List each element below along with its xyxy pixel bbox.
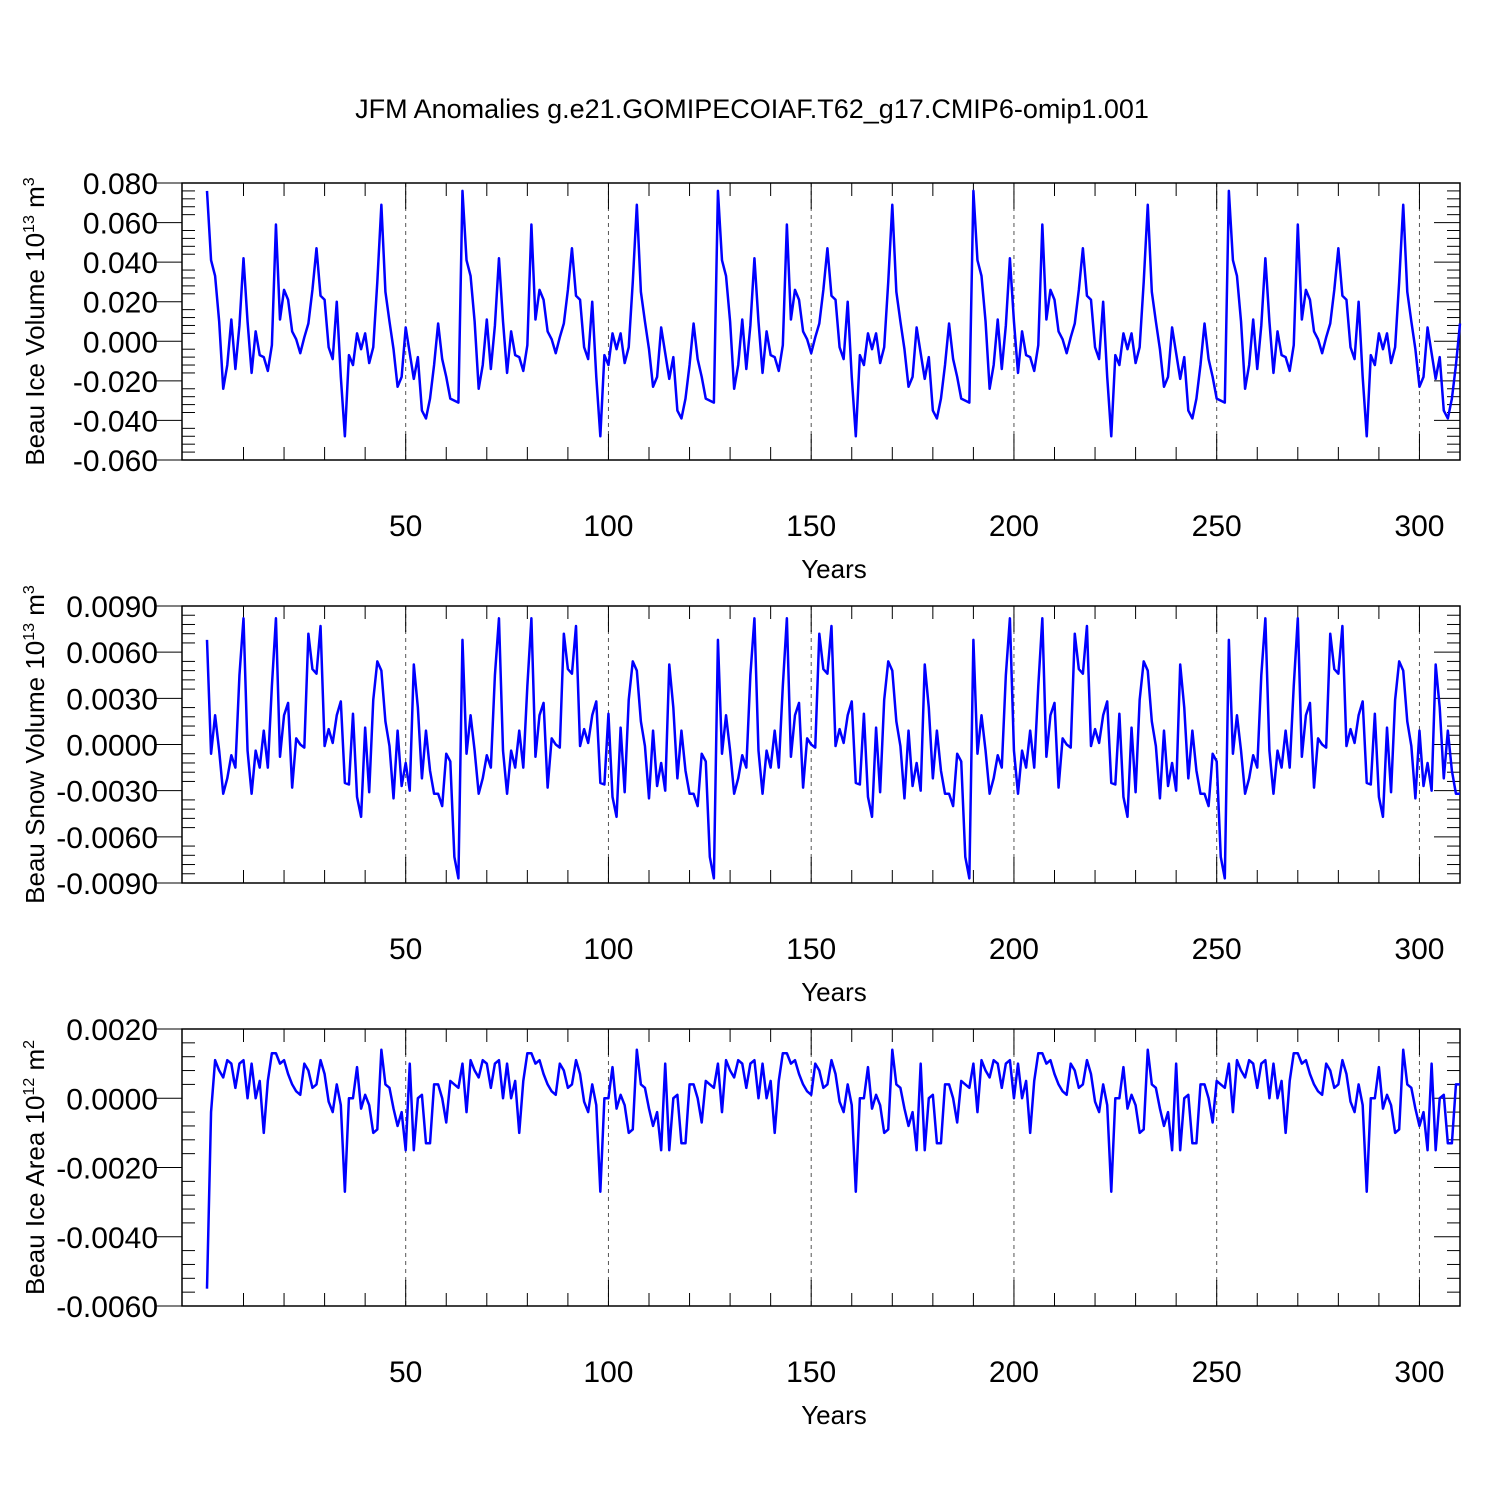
- x-tick-label: 300: [1394, 933, 1444, 966]
- y-tick-label: -0.020: [73, 366, 158, 399]
- x-tick-label: 100: [583, 933, 633, 966]
- y-tick-label: 0.0060: [66, 637, 158, 670]
- series-line: [205, 189, 1462, 438]
- panel-1: 50 100 150 200 250 300 0.080 0.060 0.040 0.020 0.0…: [20, 168, 1462, 584]
- chart-title: JFM Anomalies g.e21.GOMIPECOIAF.T62_g17.…: [355, 94, 1149, 124]
- x-tick-label: 250: [1192, 1356, 1242, 1389]
- y-tick-label: 0.0000: [66, 730, 158, 763]
- y-tick-label: 0.080: [83, 168, 158, 201]
- x-tick-label: 150: [786, 1356, 836, 1389]
- panel-3: 50 100 150 200 250 300 0.0020 0.0000 -0.0020 -0.0…: [20, 1014, 1461, 1430]
- y-tick-label: 0.020: [83, 287, 158, 320]
- x-tick-label: 300: [1394, 1356, 1444, 1389]
- y-tick-label: -0.0060: [56, 1291, 158, 1324]
- x-tick-label: 250: [1192, 933, 1242, 966]
- y-tick-label: -0.0020: [56, 1153, 158, 1186]
- y-tick-label: -0.0030: [56, 776, 158, 809]
- y-tick-label: 0.040: [83, 247, 158, 280]
- y-tick-label: 0.0000: [66, 1083, 158, 1116]
- y-tick-label: -0.0040: [56, 1222, 158, 1255]
- x-axis-label: Years: [801, 1400, 867, 1430]
- series-line: [205, 1048, 1460, 1289]
- y-axis-label: Beau Ice Area 1012 m2: [20, 1040, 50, 1295]
- y-tick-label: -0.060: [73, 445, 158, 478]
- x-tick-label: 200: [989, 1356, 1039, 1389]
- y-tick-label: 0.0090: [66, 591, 158, 624]
- x-tick-label: 50: [389, 933, 422, 966]
- x-axis-label: Years: [801, 977, 867, 1007]
- y-tick-label: 0.000: [83, 326, 158, 359]
- x-tick-label: 200: [989, 510, 1039, 543]
- y-tick-label: 0.0030: [66, 683, 158, 716]
- y-tick-label: -0.040: [73, 405, 158, 438]
- panel-2: 50 100 150 200 250 300 0.0090 0.0060 0.0030 0.000…: [20, 585, 1461, 1007]
- y-axis-label: Beau Snow Volume 1013 m3: [20, 585, 50, 904]
- y-tick-label: 0.060: [83, 208, 158, 241]
- chart-panels: 50 100 150 200 250 300 0.080 0.060 0.040 0.020 0.0…: [20, 168, 1462, 1430]
- x-tick-label: 150: [786, 510, 836, 543]
- x-axis-label: Years: [801, 554, 867, 584]
- series-line: [205, 617, 1460, 880]
- plot-frame: [181, 182, 1461, 461]
- x-tick-label: 250: [1192, 510, 1242, 543]
- x-tick-label: 200: [989, 933, 1039, 966]
- x-tick-label: 50: [389, 1356, 422, 1389]
- x-tick-label: 50: [389, 510, 422, 543]
- x-tick-label: 300: [1394, 510, 1444, 543]
- plot-frame: [181, 1028, 1461, 1307]
- y-tick-label: -0.0060: [56, 822, 158, 855]
- x-tick-label: 100: [583, 510, 633, 543]
- y-tick-label: 0.0020: [66, 1014, 158, 1047]
- x-tick-label: 150: [786, 933, 836, 966]
- y-axis-label: Beau Ice Volume 1013 m3: [20, 177, 50, 465]
- y-tick-label: -0.0090: [56, 868, 158, 901]
- x-tick-label: 100: [583, 1356, 633, 1389]
